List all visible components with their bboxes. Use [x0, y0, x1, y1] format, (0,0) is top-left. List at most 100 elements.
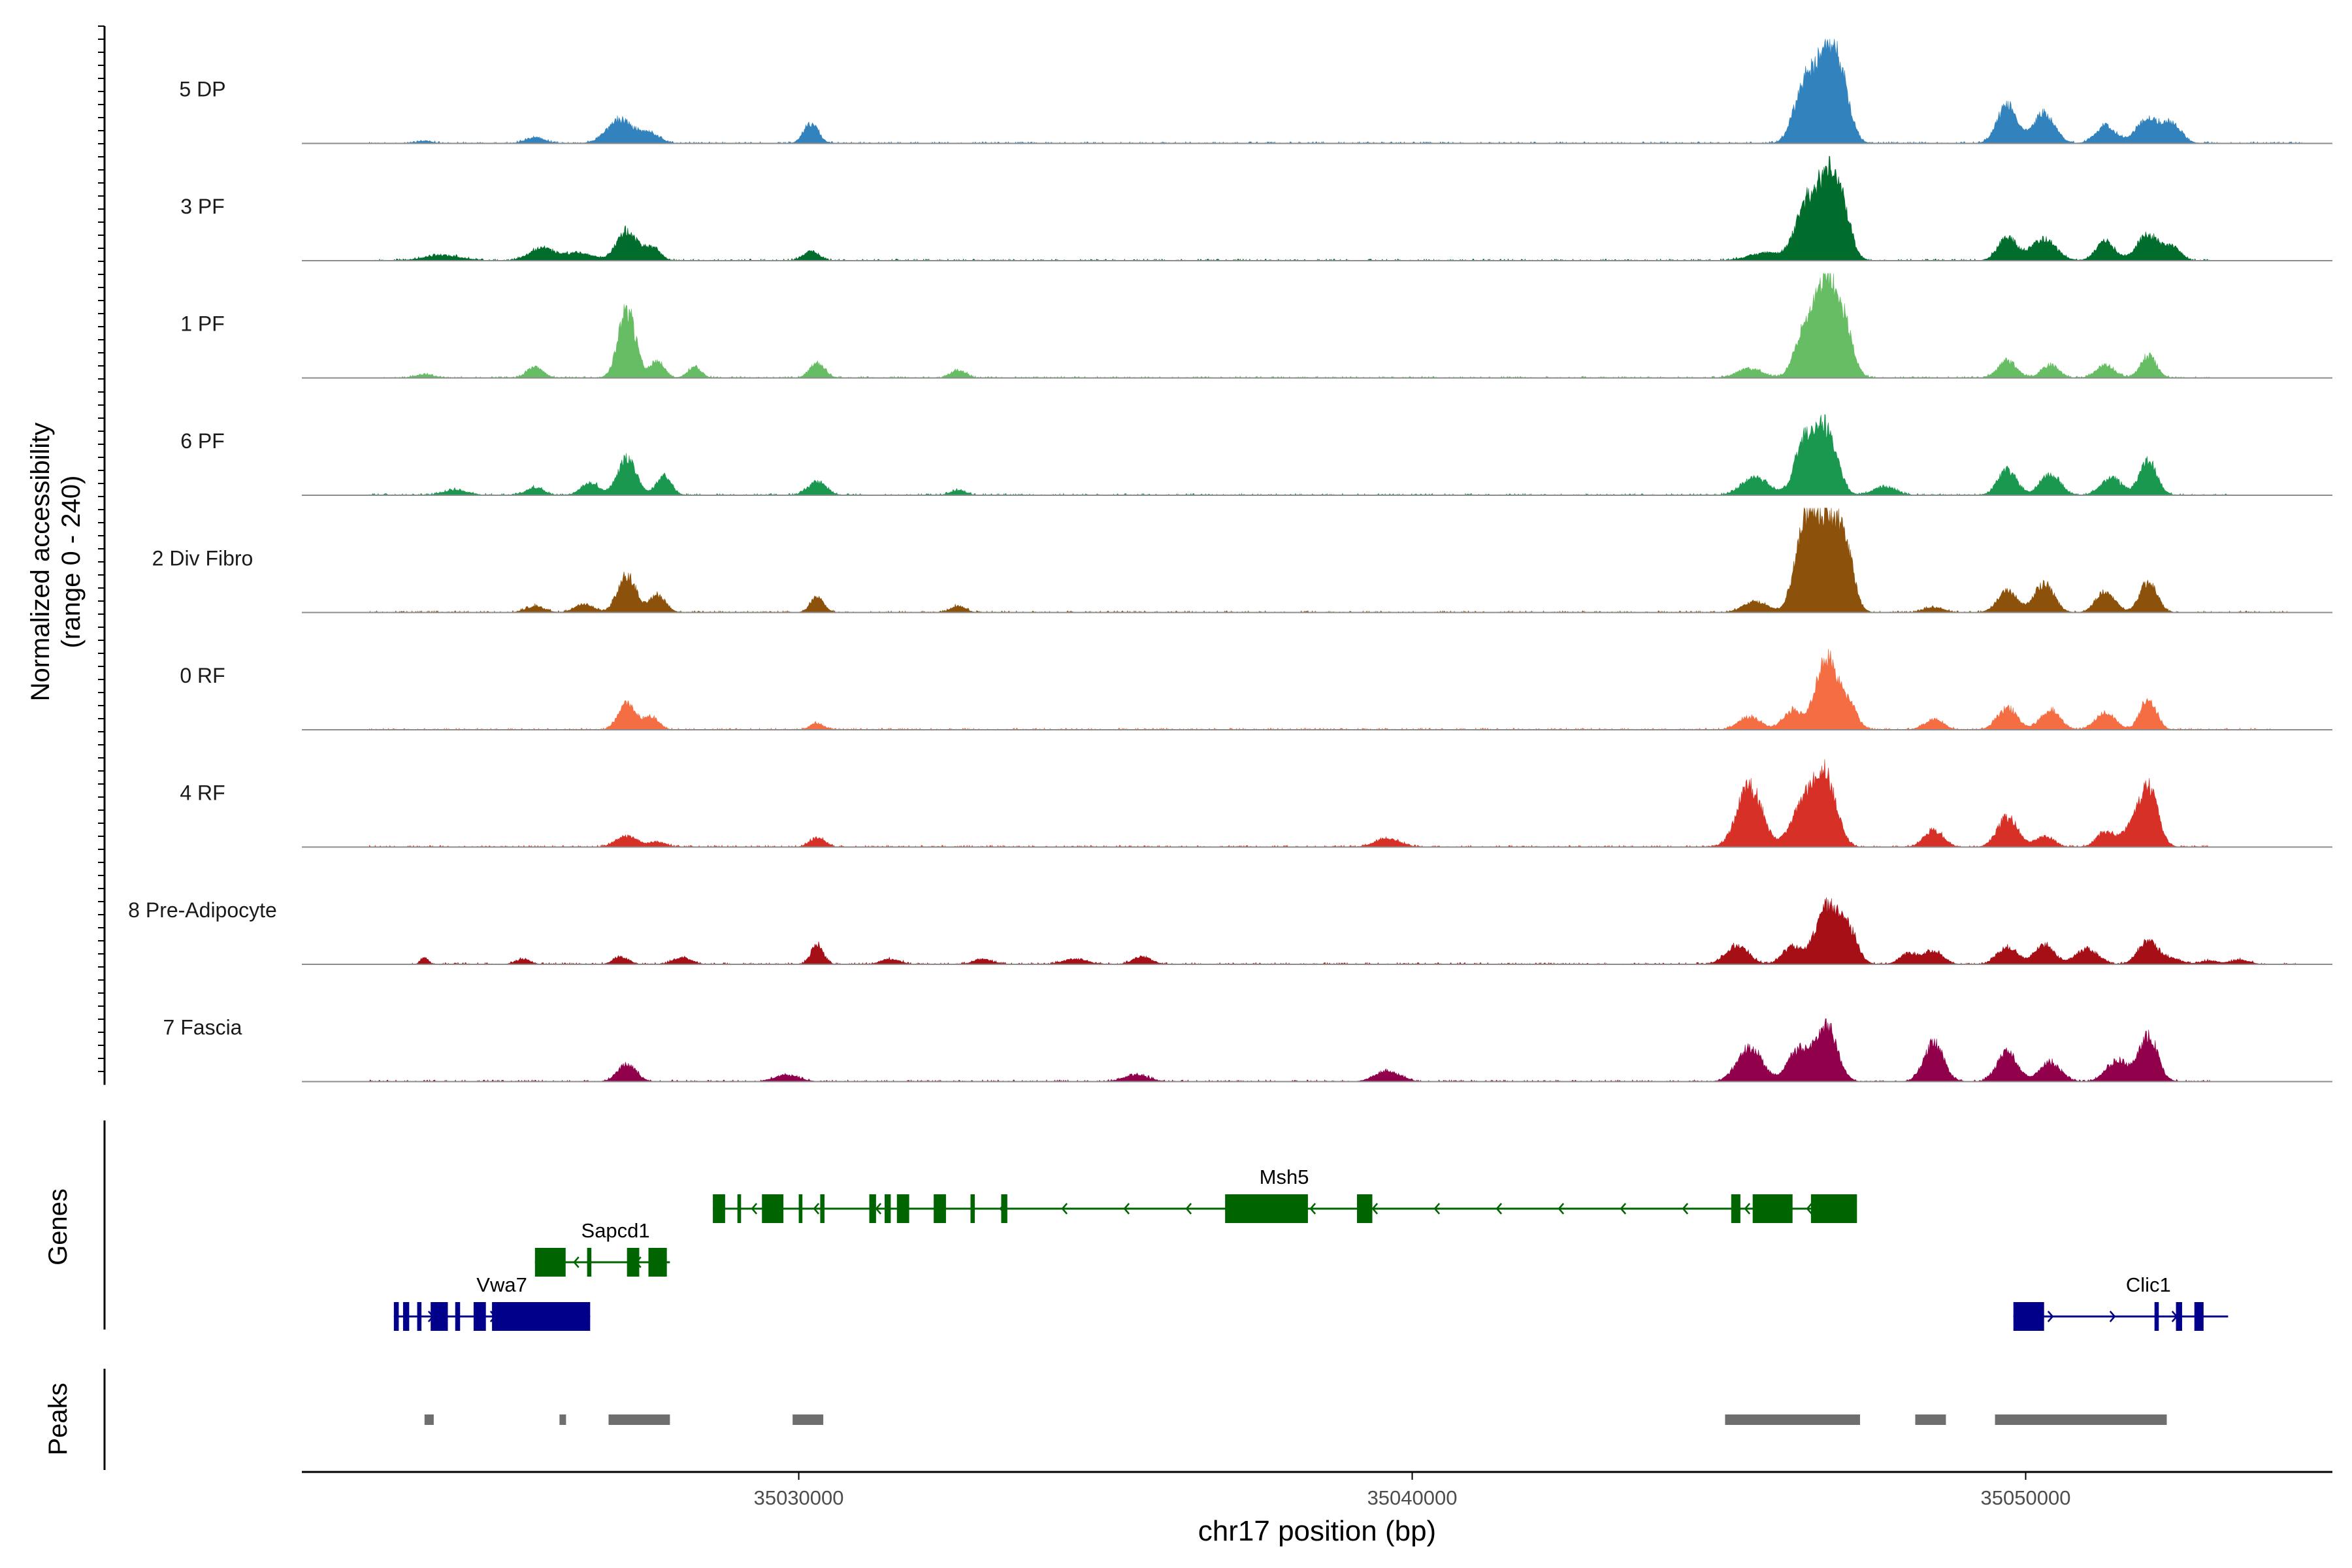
gene-label: Vwa7	[476, 1273, 527, 1296]
peak-region	[1995, 1414, 2167, 1425]
strand-arrow	[1682, 1203, 1689, 1215]
gene-exon	[885, 1194, 891, 1223]
gene-exon	[455, 1302, 461, 1331]
track-label: 5 DP	[179, 78, 225, 101]
peak-region	[424, 1414, 434, 1425]
x-tick-label: 35040000	[1367, 1486, 1458, 1509]
coverage-area	[368, 1018, 2210, 1083]
track-5-dp: 5 DP	[179, 39, 2332, 144]
peak-region	[792, 1414, 824, 1425]
gene-exon	[393, 1302, 399, 1331]
gene-vwa7: Vwa7	[393, 1273, 591, 1331]
gene-exon	[402, 1302, 410, 1331]
gene-exon	[534, 1248, 566, 1277]
track-7-fascia: 7 Fascia	[163, 1016, 2332, 1083]
x-tick-label: 35050000	[1981, 1486, 2071, 1509]
peak-region	[1725, 1414, 1860, 1425]
gene-exon	[1752, 1194, 1793, 1223]
gene-track: Vwa7 Sapcd1 Msh5 Clic1	[393, 1166, 2229, 1331]
track-0-rf: 0 RF	[180, 649, 2332, 730]
gene-exon	[2176, 1302, 2182, 1331]
gene-exon	[431, 1302, 448, 1331]
track-label: 8 Pre-Adipocyte	[128, 898, 277, 922]
track-8-pre-adipocyte: 8 Pre-Adipocyte	[128, 897, 2332, 965]
y-axis-label-range: (range 0 - 240)	[57, 476, 86, 649]
gene-exon	[896, 1194, 909, 1223]
x-axis-label: chr17 position (bp)	[1198, 1515, 1436, 1547]
strand-arrow	[1185, 1203, 1192, 1215]
strand-arrow	[875, 1203, 882, 1215]
coverage-area	[369, 39, 2302, 144]
coverage-area	[369, 414, 2229, 496]
x-tick-label: 35030000	[754, 1486, 844, 1509]
peaks-track	[424, 1414, 2167, 1425]
gene-label: Msh5	[1260, 1166, 1309, 1188]
strand-arrow	[1558, 1203, 1565, 1215]
strand-arrow	[1620, 1203, 1627, 1215]
strand-arrow	[1061, 1203, 1068, 1215]
gene-exon	[2013, 1302, 2044, 1331]
gene-exon	[869, 1194, 876, 1223]
strand-arrow	[2109, 1311, 2116, 1322]
peak-region	[1915, 1414, 1946, 1425]
genes-panel-label: Genes	[44, 1188, 73, 1266]
peaks-panel-label: Peaks	[44, 1382, 73, 1455]
gene-sapcd1: Sapcd1	[534, 1219, 670, 1277]
peak-region	[559, 1414, 566, 1425]
track-label: 6 PF	[180, 429, 225, 453]
axes-layer: 35030000 35040000 35050000	[98, 25, 2332, 1509]
strand-arrow	[1433, 1203, 1441, 1215]
gene-label: Clic1	[2126, 1273, 2171, 1296]
gene-exon	[492, 1302, 591, 1331]
y-axis-label: Normalized accessibility	[26, 423, 55, 702]
strand-arrow	[1495, 1203, 1503, 1215]
track-1-pf: 1 PF	[180, 272, 2332, 379]
coverage-area	[368, 507, 2290, 613]
gene-exon	[473, 1302, 486, 1331]
strand-arrow	[1309, 1203, 1316, 1215]
peak-region	[608, 1414, 670, 1425]
track-6-pf: 6 PF	[180, 414, 2332, 496]
track-label: 4 RF	[180, 781, 225, 805]
coverage-area	[412, 897, 2296, 965]
gene-exon	[1001, 1194, 1007, 1223]
gene-label: Sapcd1	[581, 1219, 650, 1242]
gene-exon	[1731, 1194, 1740, 1223]
gene-exon	[2194, 1302, 2204, 1331]
coverage-area	[369, 649, 2272, 730]
gene-exon	[1225, 1194, 1308, 1223]
gene-exon	[820, 1194, 825, 1223]
gene-exon	[648, 1248, 667, 1277]
strand-arrow	[813, 1203, 820, 1215]
coverage-tracks: 5 DP 3 PF 1 PF 6 PF 2 Div Fibro 0 RF 4 RF 8 Pre…	[128, 39, 2332, 1083]
gene-exon	[1810, 1194, 1857, 1223]
strand-arrow	[1371, 1203, 1379, 1215]
gene-exon	[587, 1248, 592, 1277]
gene-exon	[713, 1194, 725, 1223]
strand-arrow	[1806, 1203, 1813, 1215]
gene-exon	[627, 1248, 640, 1277]
strand-arrow	[573, 1256, 580, 1268]
gene-exon	[1357, 1194, 1373, 1223]
coverage-area	[369, 272, 2210, 379]
gene-msh5: Msh5	[713, 1166, 1857, 1223]
track-4-rf: 4 RF	[180, 759, 2332, 848]
gene-exon	[934, 1194, 946, 1223]
track-3-pf: 3 PF	[180, 155, 2332, 261]
coverage-area	[369, 155, 2210, 261]
track-label: 3 PF	[180, 195, 225, 218]
coverage-area	[369, 759, 2210, 848]
track-label: 2 Div Fibro	[152, 547, 253, 570]
strand-arrow	[1123, 1203, 1130, 1215]
strand-arrow	[751, 1203, 758, 1215]
gene-exon	[737, 1194, 742, 1223]
track-label: 7 Fascia	[163, 1016, 242, 1039]
gene-exon	[762, 1194, 784, 1223]
gene-exon	[2154, 1302, 2159, 1331]
strand-arrow	[1744, 1203, 1751, 1215]
gene-exon	[970, 1194, 975, 1223]
track-2-div-fibro: 2 Div Fibro	[152, 507, 2332, 613]
gene-exon	[798, 1194, 803, 1223]
track-label: 0 RF	[180, 664, 225, 687]
